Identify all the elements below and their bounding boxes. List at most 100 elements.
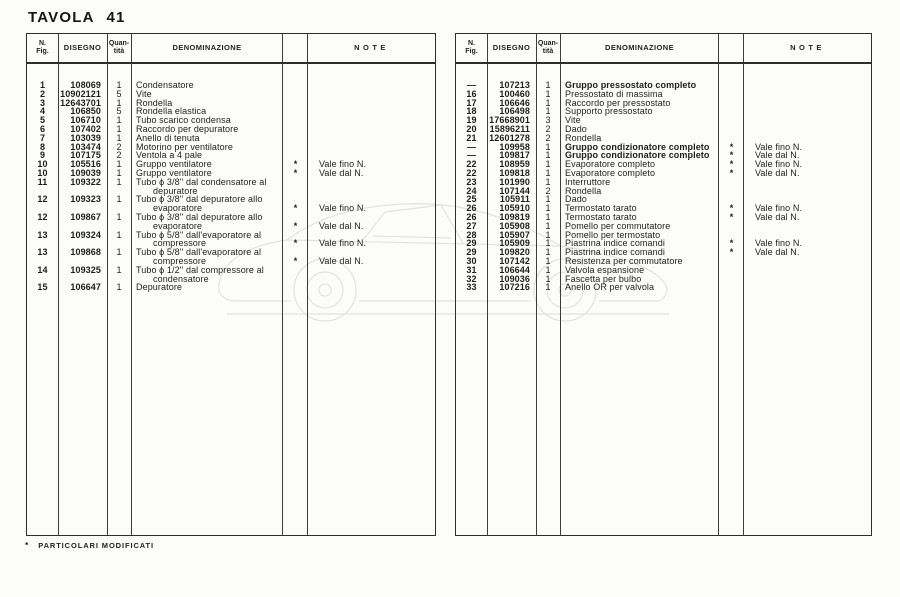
denomination-line: Depuratore <box>136 282 183 293</box>
header-denominazione: DENOMINAZIONE <box>131 34 283 62</box>
header-denominazione-label: DENOMINAZIONE <box>172 43 242 52</box>
table-row: 22 108959 1 Evaporatore completo * Vale fino … <box>456 160 871 169</box>
fig-number: — <box>466 141 477 152</box>
header-note: NOTE <box>308 34 435 62</box>
denomination-line: Evaporatore completo <box>565 159 656 170</box>
column-divider <box>282 34 283 535</box>
modified-star <box>719 90 744 99</box>
denomination-line: Tubo ϕ 3/8'' dal depuratore allo <box>136 194 263 205</box>
fig-number: 2 <box>39 88 46 99</box>
denomination-line: Evaporatore completo <box>565 167 656 178</box>
denomination: Pomello per commutatore <box>560 221 719 231</box>
column-divider <box>743 34 744 535</box>
fig-number: 4 <box>39 106 46 117</box>
legend-label: PARTICOLARI MODIFICATI <box>38 541 154 550</box>
denomination-line: Interruttore <box>565 176 611 187</box>
fig-number: 29 <box>466 247 477 258</box>
note-text: Vale fino N. <box>319 159 367 170</box>
quantity: 1 <box>545 194 551 205</box>
column-divider <box>107 34 108 535</box>
table-row: — 109817 1 Gruppo condizionatore completo * V… <box>456 151 871 160</box>
denomination: Tubo ϕ 3/8'' dal depuratore allo evaporat… <box>131 213 283 231</box>
denomination: Piastrina indice comandi <box>560 248 719 257</box>
fig-number: 20 <box>466 123 477 134</box>
fig-number: 30 <box>466 255 477 266</box>
denomination-line: Rondella elastica <box>136 106 207 117</box>
fig-number: 18 <box>466 106 477 117</box>
fig-number: 27 <box>466 220 477 231</box>
denomination: Rondella <box>131 98 283 108</box>
note-text <box>744 90 871 99</box>
header-disegno-label: DISEGNO <box>492 43 531 52</box>
denomination-line: evaporatore <box>153 220 203 231</box>
table-row: 9 107175 2 Ventola a 4 pale <box>27 151 435 160</box>
drawing-number: 109817 <box>499 150 530 161</box>
drawing-number: 17668901 <box>489 115 530 126</box>
table-row: 25 105911 1 Dado <box>456 195 871 204</box>
denomination: Tubo ϕ 5/8'' dall'evaporatore al compress… <box>131 248 283 266</box>
quantity: 1 <box>116 123 122 134</box>
column-divider <box>58 34 59 535</box>
header-qty-line2: tità <box>113 48 125 55</box>
header-denominazione-label: DENOMINAZIONE <box>605 43 674 52</box>
modified-star <box>719 116 744 125</box>
header-fig-line1: N. <box>468 40 475 47</box>
note-text <box>744 116 871 125</box>
denomination-line: Dado <box>565 194 587 205</box>
fig-number: 13 <box>37 229 48 240</box>
modified-star <box>283 266 308 284</box>
denomination-line: Vite <box>136 88 152 99</box>
drawing-number: 107402 <box>70 123 101 134</box>
quantity: 1 <box>545 229 551 240</box>
table-row: 31 106644 1 Valvola espansione <box>456 264 871 275</box>
fig-number: 31 <box>466 264 477 275</box>
table-row: 14 109325 1 Tubo ϕ 1/2'' dal compressore al… <box>27 265 435 284</box>
fig-number: 1 <box>39 80 46 90</box>
fig-number: 3 <box>39 97 46 108</box>
drawing-number: 100460 <box>499 88 530 99</box>
denomination: Ventola a 4 pale <box>131 151 283 160</box>
quantity: 1 <box>545 203 551 214</box>
column-divider <box>131 34 132 535</box>
modified-star <box>719 187 744 196</box>
drawing-number: 105910 <box>499 203 530 214</box>
modified-star <box>283 99 308 108</box>
modified-star <box>719 125 744 134</box>
fig-number: 7 <box>39 132 46 143</box>
denomination-line: Supporto pressostato <box>565 106 653 117</box>
quantity: 1 <box>116 97 122 108</box>
fig-number: 25 <box>466 194 477 205</box>
denomination: Tubo ϕ 3/8'' dal condensatore al depurato… <box>131 177 283 196</box>
table-row: 5 106710 1 Tubo scarico condensa <box>27 116 435 125</box>
quantity: 2 <box>116 150 122 161</box>
modified-star <box>719 222 744 231</box>
denomination: Rondella elastica <box>131 107 283 116</box>
note-text: Vale dal N. <box>319 167 364 178</box>
drawing-number: 109820 <box>499 247 530 258</box>
note-text <box>308 99 435 108</box>
column-divider <box>487 34 488 535</box>
fig-number: 9 <box>39 150 46 161</box>
drawing-number: 108959 <box>499 159 530 170</box>
denomination: Gruppo ventilatore <box>131 169 283 178</box>
drawing-number: 109818 <box>499 167 530 178</box>
fig-number: 10 <box>37 159 48 170</box>
quantity: 1 <box>116 194 122 205</box>
header-fig-line2: Fig. <box>36 48 49 55</box>
note-text <box>744 283 871 292</box>
car-watermark <box>218 203 669 322</box>
denomination-line: Ventola a 4 pale <box>136 150 203 161</box>
note-text <box>308 81 435 90</box>
modified-star <box>283 116 308 125</box>
table-row: 26 109819 1 Termostato tarato * Vale dal N. <box>456 213 871 222</box>
denomination-line: depuratore <box>153 185 198 196</box>
denomination-line: Anello OR per valvola <box>565 282 655 293</box>
page-title: TAVOLA 41 <box>28 9 126 26</box>
fig-number: 29 <box>466 238 477 249</box>
modified-star <box>719 107 744 116</box>
quantity: 1 <box>116 211 122 222</box>
modified-star <box>719 99 744 108</box>
quantity: 1 <box>116 167 122 178</box>
modified-star: * <box>293 159 298 170</box>
note-text <box>308 116 435 125</box>
